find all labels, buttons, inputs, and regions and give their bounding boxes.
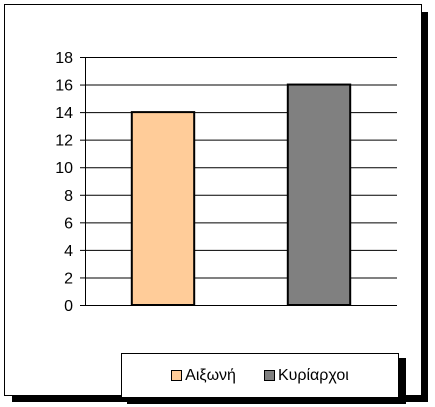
y-tick-label: 0 [64, 298, 73, 315]
bar-aixoni [130, 111, 196, 306]
y-tick-label: 12 [55, 133, 73, 150]
axes: 0 2 4 6 8 10 12 14 16 18 [55, 50, 397, 315]
chart-legend: Αιξωνή Κυρίαρχοι [121, 353, 399, 398]
legend-label-kyriarxoi: Κυρίαρχοι [277, 366, 349, 384]
chart-frame [4, 4, 422, 396]
legend-swatch-aixoni [171, 370, 183, 381]
legend-label-aixoni: Αιξωνή [185, 366, 236, 384]
y-tick-label: 2 [64, 270, 73, 287]
y-tick-label: 18 [55, 50, 73, 67]
y-tick-label: 16 [55, 78, 73, 95]
legend-item-kyriarxoi: Κυρίαρχοι [263, 366, 349, 385]
y-tick-label: 8 [64, 188, 73, 205]
legend-swatch-kyriarxoi [263, 370, 275, 381]
y-tick-label: 14 [55, 105, 73, 122]
y-tick-label: 6 [64, 215, 73, 232]
bar-kyriarxoi [286, 83, 352, 306]
y-tick-label: 4 [64, 243, 73, 260]
bars [130, 83, 352, 306]
y-tick-label: 10 [55, 160, 73, 177]
legend-item-aixoni: Αιξωνή [171, 367, 236, 385]
